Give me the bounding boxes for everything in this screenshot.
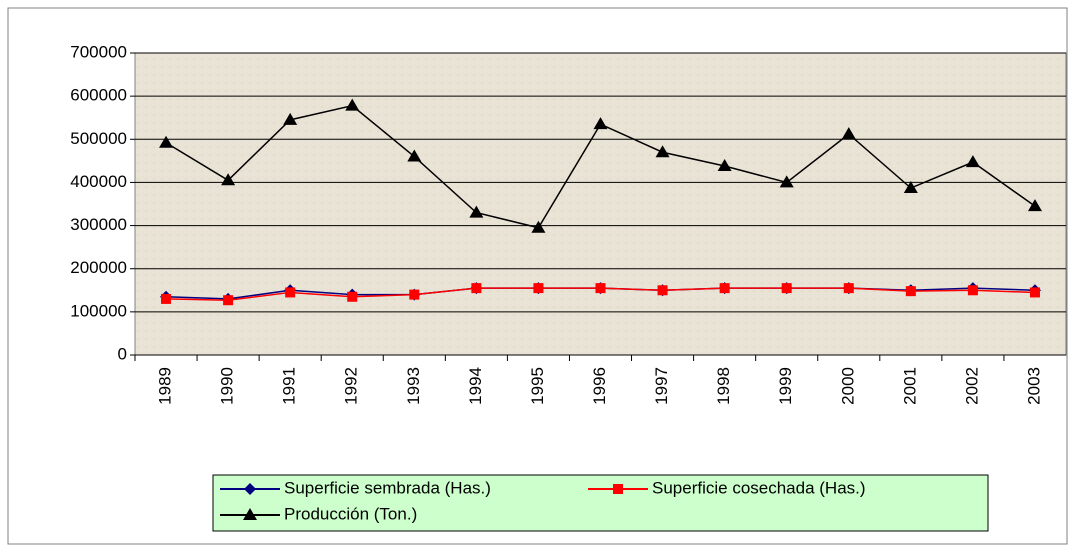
marker	[283, 112, 298, 125]
marker	[781, 283, 792, 294]
legend-label: Producción (Ton.)	[284, 504, 417, 523]
y-tick-label: 0	[118, 344, 127, 363]
marker	[595, 283, 606, 294]
marker	[407, 149, 422, 162]
x-tick-label: 2000	[838, 367, 857, 405]
y-tick-label: 600000	[70, 86, 127, 105]
marker	[903, 181, 918, 194]
x-tick-label: 1994	[466, 367, 485, 405]
marker	[841, 127, 856, 140]
y-tick-label: 100000	[70, 301, 127, 320]
marker	[719, 283, 730, 294]
marker	[1029, 287, 1040, 298]
marker	[967, 285, 978, 296]
marker	[531, 220, 546, 233]
legend	[212, 474, 989, 532]
marker	[1027, 199, 1042, 212]
marker	[533, 283, 544, 294]
y-tick-label: 700000	[70, 42, 127, 61]
marker	[905, 286, 916, 297]
marker	[471, 283, 482, 294]
x-tick-label: 1999	[776, 367, 795, 405]
legend-label: Superficie cosechada (Has.)	[652, 478, 866, 497]
x-tick-label: 2001	[900, 367, 919, 405]
x-tick-label: 1996	[590, 367, 609, 405]
marker	[409, 289, 420, 300]
marker	[244, 483, 256, 495]
marker	[161, 293, 172, 304]
marker	[285, 287, 296, 298]
marker	[347, 291, 358, 302]
x-tick-label: 1990	[218, 367, 237, 405]
marker	[965, 155, 980, 168]
marker	[243, 508, 257, 520]
x-tick-label: 1989	[156, 367, 175, 405]
x-tick-label: 1992	[342, 367, 361, 405]
marker	[843, 283, 854, 294]
marker	[657, 285, 668, 296]
x-tick-label: 1993	[404, 367, 423, 405]
plot-area	[134, 52, 1067, 356]
x-tick-label: 1991	[280, 367, 299, 405]
x-tick-label: 2003	[1024, 367, 1043, 405]
y-tick-label: 300000	[70, 215, 127, 234]
x-tick-label: 1998	[714, 367, 733, 405]
marker	[613, 484, 623, 494]
legend-label: Superficie sembrada (Has.)	[284, 478, 491, 497]
y-tick-label: 500000	[70, 129, 127, 148]
marker	[345, 98, 360, 111]
y-tick-label: 200000	[70, 258, 127, 277]
marker	[159, 135, 174, 148]
marker	[221, 173, 236, 186]
marker	[655, 145, 670, 158]
marker	[779, 175, 794, 188]
x-tick-label: 1997	[652, 367, 671, 405]
y-tick-label: 400000	[70, 172, 127, 191]
marker	[717, 159, 732, 172]
marker	[469, 205, 484, 218]
marker	[593, 117, 608, 130]
x-tick-label: 2002	[962, 367, 981, 405]
marker	[223, 295, 234, 306]
x-tick-label: 1995	[528, 367, 547, 405]
